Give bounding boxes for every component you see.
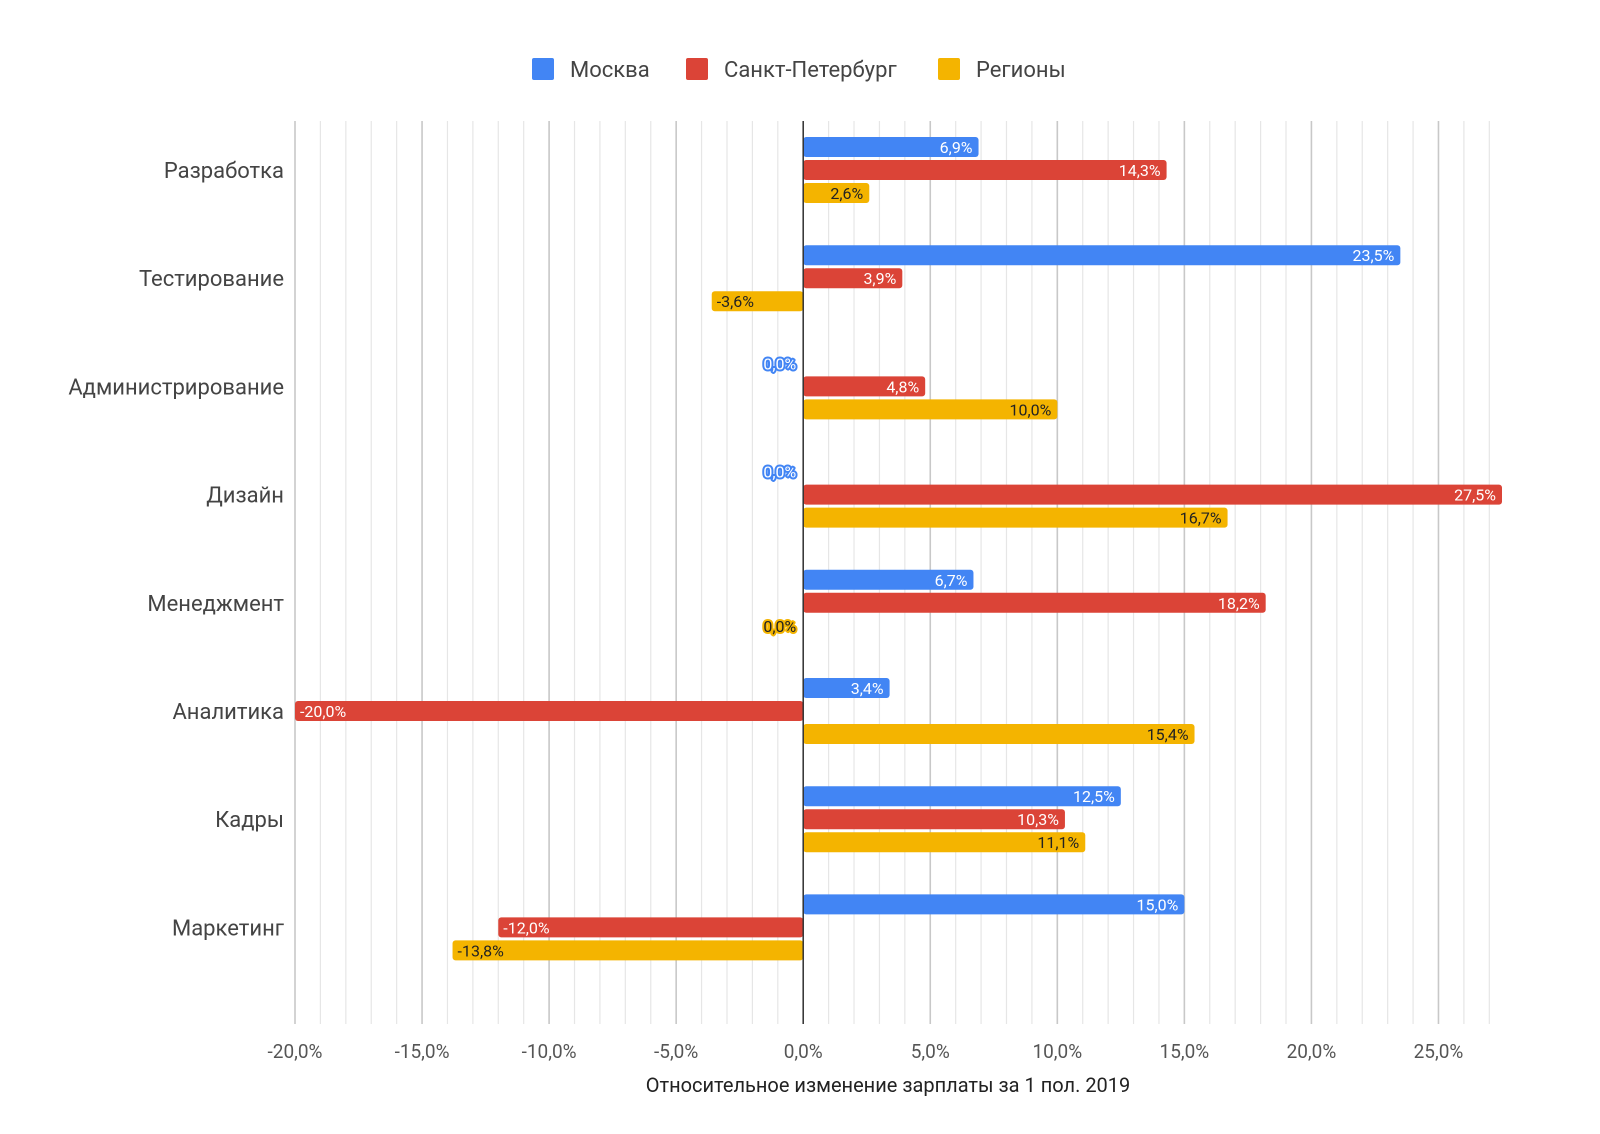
data-label: 3,4% bbox=[851, 679, 884, 698]
bar-2-5 bbox=[803, 592, 1266, 613]
bar-2-1 bbox=[803, 160, 1167, 180]
bar-3-3 bbox=[803, 399, 1058, 420]
data-label: -3,6% bbox=[717, 292, 755, 311]
bar-3-6 bbox=[803, 724, 1195, 744]
bar-1-5 bbox=[803, 569, 974, 590]
x-axis-title: Относительное изменение зарплаты за 1 по… bbox=[646, 1073, 1131, 1097]
data-label: -13,8% bbox=[458, 941, 505, 960]
legend-label: Санкт-Петербург bbox=[724, 58, 897, 83]
data-label: 2,6% bbox=[830, 184, 863, 203]
bar-2-2 bbox=[803, 268, 903, 289]
bar-1-6 bbox=[803, 678, 890, 698]
x-tick-label: -20,0% bbox=[268, 1040, 323, 1063]
category-label: Маркетинг bbox=[172, 916, 285, 941]
bar-1-1 bbox=[803, 137, 979, 157]
x-tick-label: -10,0% bbox=[522, 1040, 577, 1063]
data-label: 18,2% bbox=[1218, 594, 1260, 613]
x-tick-label: 0,0% bbox=[784, 1040, 823, 1063]
x-tick-label: 20,0% bbox=[1287, 1040, 1337, 1063]
x-tick-label: 5,0% bbox=[911, 1040, 950, 1063]
category-label: Кадры bbox=[215, 808, 284, 833]
legend-label: Регионы bbox=[976, 58, 1066, 83]
data-label: 12,5% bbox=[1073, 787, 1115, 806]
x-tick-label: -5,0% bbox=[654, 1040, 698, 1063]
category-label: Аналитика bbox=[172, 700, 284, 725]
data-label: 0,0% bbox=[763, 617, 796, 636]
data-label: 6,7% bbox=[935, 571, 968, 590]
bar-3-7 bbox=[803, 832, 1086, 853]
bar-1-8 bbox=[803, 894, 1185, 915]
bar-2-3 bbox=[803, 376, 926, 397]
bar-3-1 bbox=[803, 183, 870, 203]
x-tick-label: 25,0% bbox=[1414, 1040, 1464, 1063]
bar-2-7 bbox=[803, 809, 1065, 830]
category-label: Разработка bbox=[164, 159, 284, 184]
legend-swatch bbox=[938, 58, 960, 80]
data-label: 23,5% bbox=[1353, 246, 1395, 265]
x-axis-tick-labels: -20,0% -15,0% -10,0% -5,0% 0,0% 5,0% 10,0% 15,0… bbox=[268, 1040, 1464, 1063]
bar-1-2 bbox=[803, 245, 1401, 266]
bar-3-8 bbox=[452, 940, 804, 961]
legend-label: Москва bbox=[570, 58, 650, 83]
bar-2-6 bbox=[295, 701, 804, 721]
data-label: 14,3% bbox=[1119, 161, 1161, 180]
category-labels: Разработка Тестирование Администрирование Д… bbox=[68, 159, 284, 941]
category-label: Менеджмент bbox=[147, 592, 284, 617]
x-tick-label: -15,0% bbox=[395, 1040, 450, 1063]
bar-3-4 bbox=[803, 507, 1228, 528]
legend-swatch bbox=[532, 58, 554, 80]
data-label: 10,0% bbox=[1009, 400, 1051, 419]
category-label: Администрирование bbox=[68, 375, 284, 400]
data-label: 15,4% bbox=[1147, 725, 1189, 744]
x-tick-label: 10,0% bbox=[1032, 1040, 1082, 1063]
legend: Москва Санкт-Петербург Регионы bbox=[532, 58, 1066, 83]
data-label: 6,9% bbox=[940, 138, 973, 157]
data-label: 11,1% bbox=[1037, 833, 1079, 852]
bar-2-8 bbox=[498, 917, 804, 938]
legend-swatch bbox=[686, 58, 708, 80]
bar-1-7 bbox=[803, 786, 1121, 807]
data-label: -12,0% bbox=[503, 918, 550, 937]
data-label: 10,3% bbox=[1017, 810, 1059, 829]
category-label: Дизайн bbox=[206, 484, 284, 509]
bars: 6,9% 14,3% 2,6% 23,5% 3,9% -3,6% 0,0% 4,8% 10,0%… bbox=[295, 137, 1502, 961]
data-label: 3,9% bbox=[863, 269, 896, 288]
data-label: -20,0% bbox=[300, 702, 347, 721]
data-label: 4,8% bbox=[886, 377, 919, 396]
data-label: 16,7% bbox=[1180, 509, 1222, 528]
category-label: Тестирование bbox=[139, 267, 284, 292]
data-label: 0,0% bbox=[763, 354, 796, 373]
data-label: 0,0% bbox=[763, 463, 796, 482]
data-label: 27,5% bbox=[1454, 486, 1496, 505]
data-label: 15,0% bbox=[1137, 895, 1179, 914]
x-tick-label: 15,0% bbox=[1160, 1040, 1210, 1063]
bar-2-4 bbox=[803, 484, 1502, 505]
bar-3-2 bbox=[711, 291, 804, 312]
